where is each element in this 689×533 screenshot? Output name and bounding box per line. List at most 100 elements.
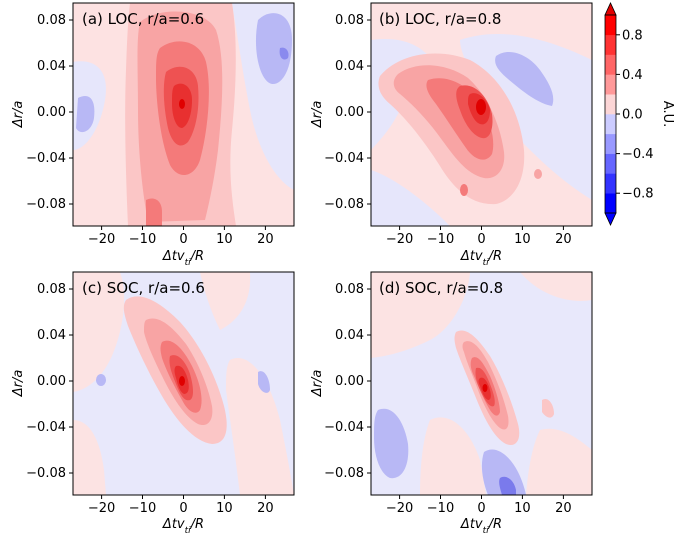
panel-d-positive-region-topleft <box>371 272 470 358</box>
panel-d-ytick-label: 0.04 <box>335 328 364 343</box>
panel-c-xticks: −20 −10 0 10 20 <box>88 495 274 516</box>
panel-b-negative-region-bottom-left <box>371 170 450 226</box>
panel-d-xtick-label: 20 <box>555 501 572 516</box>
panel-d-ytick-label: 0.08 <box>335 282 364 297</box>
panel-d-contours <box>371 272 592 495</box>
panel-c-xtick-label: −20 <box>88 501 115 516</box>
panel-c-xtick-label: 20 <box>257 501 274 516</box>
panel-c-ytick-label: −0.08 <box>26 466 66 481</box>
panel-d-xtick-label: 10 <box>514 501 531 516</box>
panel-d-positive-region-topright <box>520 272 592 301</box>
panel-a-xtick-label: −10 <box>129 232 156 247</box>
panel-b-xticks: −20 −10 0 10 20 <box>386 226 572 247</box>
panel-a-xtick-label: 20 <box>257 232 274 247</box>
panel-b-xtick-label: −20 <box>386 232 413 247</box>
panel-c-xtick-label: 0 <box>179 501 187 516</box>
panel-b: (b) LOC, r/a=0.8 −20 −10 0 10 20 0.08 0.… <box>310 2 593 268</box>
panel-d-negative-blob-bottom <box>481 449 526 495</box>
panel-b-ytick-label: −0.04 <box>324 151 364 166</box>
panel-c-positive-region-top <box>200 272 251 330</box>
panel-a-negative-region-right-inner <box>255 13 292 85</box>
panel-d-yticks: 0.08 0.04 0.00 −0.04 −0.08 <box>324 282 371 481</box>
panel-c: (c) SOC, r/a=0.6 −20 −10 0 10 20 0.08 0.… <box>11 271 295 533</box>
panel-a-ylabel: Δr/a <box>11 101 26 129</box>
panel-c-ytick-label: −0.04 <box>26 420 66 435</box>
panel-d-negative-core-bottom <box>499 476 516 495</box>
panel-b-xtick-label: −10 <box>427 232 454 247</box>
panel-a-positive-peak <box>179 99 185 109</box>
panel-b-negative-region-right-inner <box>495 51 554 106</box>
colorbar-segments <box>605 15 616 214</box>
panel-a-ytick-label: 0.04 <box>37 59 66 74</box>
colorbar-tick-label: 0.0 <box>622 108 643 123</box>
colorbar-top-extend-arrow <box>604 2 617 16</box>
panel-c-positive-peak <box>179 376 185 386</box>
panel-c-negative-blob-left <box>96 374 106 386</box>
colorbar-level-swatch <box>605 54 616 75</box>
panel-c-yticks: 0.08 0.04 0.00 −0.04 −0.08 <box>26 282 73 481</box>
panel-d-positive-small-blob <box>542 398 554 418</box>
panel-c-ylabel: Δr/a <box>11 370 26 398</box>
panel-b-ytick-label: 0.08 <box>335 13 364 28</box>
panel-a-ytick-label: 0.08 <box>37 13 66 28</box>
colorbar-ticks: 0.8 0.4 0.0 −0.4 −0.8 <box>616 28 654 202</box>
panel-d-ylabel: Δr/a <box>310 370 325 398</box>
panel-c-positive-region-bottom-left <box>73 420 106 495</box>
colorbar-level-swatch <box>605 193 616 214</box>
panel-c-contours <box>73 272 294 495</box>
colorbar-label: A.U. <box>660 101 675 127</box>
panel-c-negative-blob-right <box>258 371 270 393</box>
panel-b-yticks: 0.08 0.04 0.00 −0.04 −0.08 <box>324 13 371 212</box>
panel-a-negative-region-right-core <box>279 47 289 60</box>
panel-d-positive-region-bottomright <box>526 428 592 495</box>
panel-c-ytick-label: 0.04 <box>37 328 66 343</box>
panel-a-xtick-label: −20 <box>88 232 115 247</box>
panel-b-xtick-label: 20 <box>555 232 572 247</box>
colorbar-level-swatch <box>605 15 616 36</box>
panel-c-title: (c) SOC, r/a=0.6 <box>82 279 205 297</box>
panel-a-xticks: −20 −10 0 10 20 <box>88 226 274 247</box>
panel-b-xtick-label: 10 <box>514 232 531 247</box>
colorbar-level-swatch <box>605 94 616 115</box>
panel-a-xtick-label: 0 <box>179 232 187 247</box>
panel-a-xlabel: Δtvti/R <box>162 249 204 268</box>
colorbar-level-swatch <box>605 153 616 174</box>
colorbar-level-swatch <box>605 173 616 194</box>
panel-c-positive-region-left <box>73 272 125 392</box>
panel-d: (d) SOC, r/a=0.8 −20 −10 0 10 20 0.08 0.… <box>310 271 593 533</box>
colorbar-level-swatch <box>605 34 616 55</box>
panel-b-positive-small-blob-right <box>534 169 542 179</box>
panel-c-xlabel: Δtvti/R <box>162 517 204 533</box>
panel-d-ytick-label: 0.00 <box>335 374 364 389</box>
panel-b-positive-small-blob <box>460 184 468 196</box>
panel-d-ytick-label: −0.08 <box>324 466 364 481</box>
panel-a-ytick-label: 0.00 <box>37 105 66 120</box>
colorbar-tick-label: −0.4 <box>622 147 654 162</box>
panel-b-negative-region-right <box>460 34 592 200</box>
panel-a-yticks: 0.08 0.04 0.00 −0.04 −0.08 <box>26 13 73 212</box>
colorbar-tick-label: 0.4 <box>622 68 643 83</box>
panel-a-contours <box>73 3 294 226</box>
panel-b-ytick-label: 0.00 <box>335 105 364 120</box>
colorbar-bottom-extend-arrow <box>604 212 617 226</box>
panel-a-ytick-label: −0.04 <box>26 151 66 166</box>
panel-c-ytick-label: 0.08 <box>37 282 66 297</box>
panel-a-negative-region-left-inner <box>76 96 95 133</box>
panel-d-xlabel: Δtvti/R <box>460 517 502 533</box>
colorbar-level-swatch <box>605 74 616 95</box>
panel-d-title: (d) SOC, r/a=0.8 <box>379 279 503 297</box>
colorbar: 0.8 0.4 0.0 −0.4 −0.8 A.U. <box>604 2 675 226</box>
panel-a: (a) LOC, r/a=0.6 −20 −10 0 10 20 0.08 0.… <box>11 2 295 268</box>
panel-d-positive-region-bottom <box>420 417 486 495</box>
panel-c-positive-region-right <box>226 358 294 495</box>
panel-d-positive-peak <box>482 384 488 392</box>
panel-a-positive-bottom-blob <box>146 198 162 226</box>
panel-c-xtick-label: 10 <box>216 501 233 516</box>
panel-a-ytick-label: −0.08 <box>26 197 66 212</box>
colorbar-level-swatch <box>605 133 616 154</box>
panel-d-xtick-label: −10 <box>427 501 454 516</box>
panel-d-xtick-label: −20 <box>386 501 413 516</box>
colorbar-tick-label: 0.8 <box>622 28 643 43</box>
panel-b-xlabel: Δtvti/R <box>460 249 502 268</box>
